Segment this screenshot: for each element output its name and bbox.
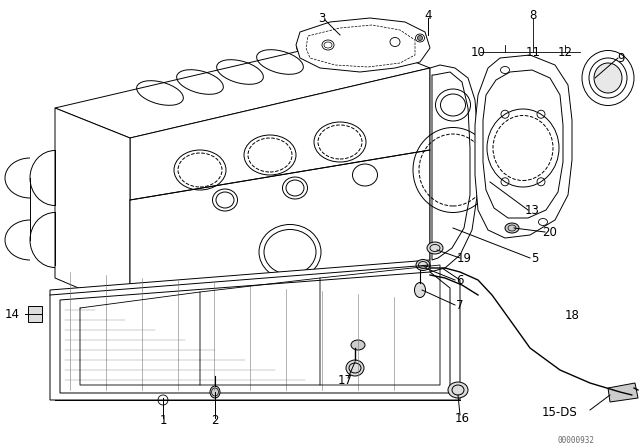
Polygon shape <box>130 150 430 310</box>
Ellipse shape <box>415 283 426 297</box>
Text: 4: 4 <box>424 9 432 22</box>
Polygon shape <box>50 260 460 400</box>
Ellipse shape <box>448 382 468 398</box>
Text: 3: 3 <box>318 12 326 25</box>
Text: 18: 18 <box>564 309 579 322</box>
Text: 8: 8 <box>529 9 537 22</box>
Ellipse shape <box>210 386 220 398</box>
Text: 11: 11 <box>525 46 541 59</box>
Polygon shape <box>60 272 450 393</box>
Polygon shape <box>130 68 430 310</box>
Text: 5: 5 <box>531 251 539 264</box>
Ellipse shape <box>416 259 430 271</box>
Ellipse shape <box>417 35 422 40</box>
Text: 17: 17 <box>337 374 353 387</box>
Polygon shape <box>55 38 430 138</box>
Polygon shape <box>430 65 478 272</box>
Ellipse shape <box>346 360 364 376</box>
Text: 9: 9 <box>617 52 625 65</box>
Ellipse shape <box>594 63 622 93</box>
Text: 14: 14 <box>5 307 20 320</box>
Text: 12: 12 <box>557 46 573 59</box>
Text: 20: 20 <box>543 225 557 238</box>
Polygon shape <box>483 70 563 218</box>
Polygon shape <box>296 18 430 72</box>
Text: 19: 19 <box>456 251 472 264</box>
Ellipse shape <box>505 223 519 233</box>
Polygon shape <box>28 306 42 322</box>
Polygon shape <box>608 383 638 402</box>
Polygon shape <box>55 108 130 310</box>
Text: 16: 16 <box>454 412 470 425</box>
Polygon shape <box>475 55 572 238</box>
Text: 7: 7 <box>456 298 464 311</box>
Text: 2: 2 <box>211 414 219 426</box>
Text: 6: 6 <box>456 273 464 287</box>
Ellipse shape <box>427 242 443 254</box>
Text: 10: 10 <box>470 46 485 59</box>
Text: 13: 13 <box>525 203 540 216</box>
Text: 1: 1 <box>159 414 167 426</box>
Text: 15-DS: 15-DS <box>542 405 578 418</box>
Ellipse shape <box>351 340 365 350</box>
Polygon shape <box>432 72 470 260</box>
Text: 00000932: 00000932 <box>557 435 595 444</box>
Polygon shape <box>306 25 415 67</box>
